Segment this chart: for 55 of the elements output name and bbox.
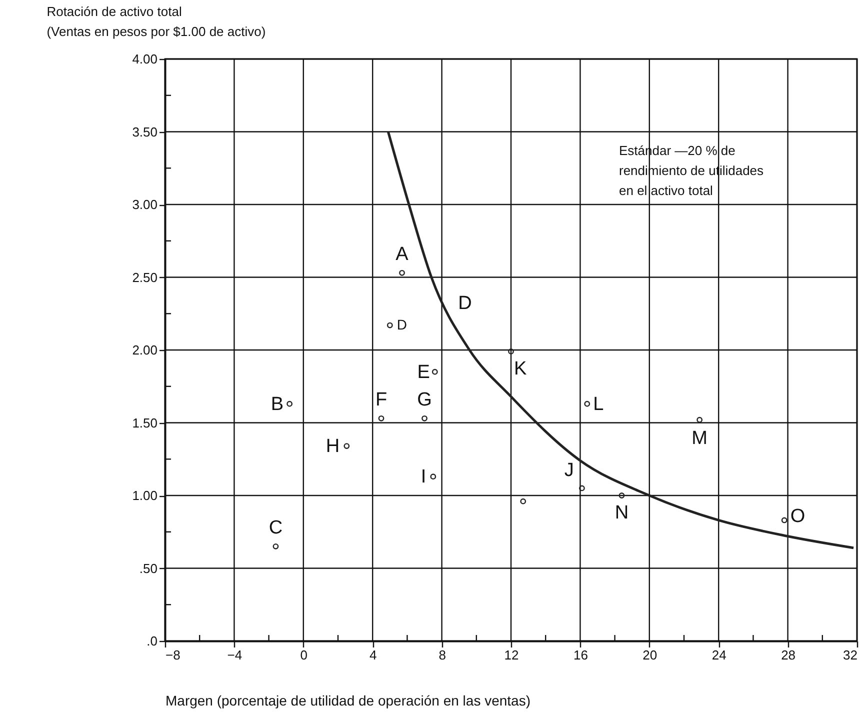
point xyxy=(378,415,384,422)
data-label: L xyxy=(593,394,604,415)
point xyxy=(781,517,788,524)
x-tick-label: 28 xyxy=(781,648,796,662)
data-label: H xyxy=(326,436,340,458)
x-tick-label: −8 xyxy=(166,648,180,662)
data-label: J xyxy=(564,460,574,482)
x-axis-title: Margen (porcentaje de utilidad de operación en las ventas) xyxy=(166,692,531,708)
data-label: C xyxy=(268,517,283,538)
data-label: N xyxy=(614,502,629,524)
chart-title: Rotación de activo total (Ventas en pesos por $1.00 de activo) xyxy=(46,4,266,39)
point xyxy=(696,416,703,423)
x-tick-label: −4 xyxy=(227,648,242,662)
y-tick-label: .50 xyxy=(139,560,158,576)
data-label: B xyxy=(270,394,284,415)
data-label: F xyxy=(375,389,388,410)
point xyxy=(286,400,293,407)
data-label: G xyxy=(417,389,432,410)
annotation: D xyxy=(458,293,472,314)
point xyxy=(432,368,438,375)
data-label: A xyxy=(396,244,409,265)
point xyxy=(584,400,590,407)
x-tick-label: 16 xyxy=(573,648,588,662)
point xyxy=(344,443,350,449)
x-tick-label: 8 xyxy=(438,648,446,662)
point xyxy=(578,485,585,492)
x-tick-label: 32 xyxy=(843,648,858,662)
x-tick-label: 24 xyxy=(712,648,726,662)
data-label: I xyxy=(420,466,426,488)
data-label: M xyxy=(692,428,708,449)
y-tick-label: 4.00 xyxy=(132,52,158,66)
x-tick-label: 0 xyxy=(300,648,308,662)
x-tick-label: 4 xyxy=(369,648,377,662)
data-label: K xyxy=(514,358,527,380)
data-label: D xyxy=(396,316,408,332)
y-tick-label: .0 xyxy=(146,634,158,648)
y-tick-label: 2.00 xyxy=(132,342,158,358)
point xyxy=(618,492,625,498)
y-tick-label: 3.00 xyxy=(132,197,158,212)
y-tick-label: 2.50 xyxy=(132,270,158,285)
point xyxy=(520,498,526,504)
point xyxy=(430,474,436,480)
y-tick-label: 1.00 xyxy=(132,488,158,503)
data-label: E xyxy=(417,362,430,383)
x-tick-label: 20 xyxy=(642,648,658,662)
x-tick-label: 12 xyxy=(504,648,519,662)
y-tick-label: 1.50 xyxy=(132,415,158,430)
y-tick-label: 3.50 xyxy=(132,124,158,140)
point xyxy=(386,322,393,328)
data-label: O xyxy=(790,506,806,528)
point xyxy=(508,348,514,354)
point xyxy=(422,415,428,422)
point xyxy=(272,543,279,550)
point xyxy=(399,270,405,276)
line-series xyxy=(386,130,855,550)
